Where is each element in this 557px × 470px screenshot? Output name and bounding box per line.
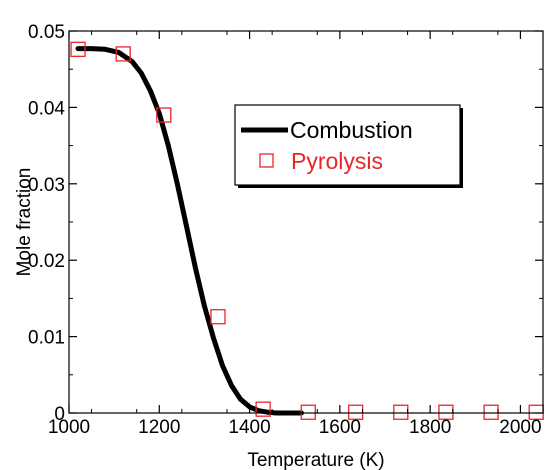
data-point-pyrolysis [483,404,499,420]
series-line-combustion [75,46,304,416]
legend-label-pyrolysis: Pyrolysis [291,148,383,174]
y-tick-label: 0.03 [28,175,65,196]
data-point-pyrolysis [156,107,172,123]
y-axis-label: Mole fraction [14,168,35,277]
x-tick-label: 1000 [48,417,90,438]
data-point-pyrolysis [393,404,409,420]
plot-frame [68,30,544,414]
y-tick-label: 0 [54,404,65,425]
y-tick-label: 0.05 [28,22,65,43]
y-tick-label: 0.01 [28,328,65,349]
legend-swatch-pyrolysis [259,153,274,168]
plot-content [70,41,544,420]
x-tick-label: 2000 [499,417,541,438]
x-tick-label: 1400 [228,417,270,438]
data-point-pyrolysis [255,401,271,417]
legend-label-combustion: Combustion [290,117,413,143]
data-point-pyrolysis [300,404,316,420]
legend: Combustion Pyrolysis [234,104,463,188]
data-point-pyrolysis [70,41,86,57]
x-tick-label: 1800 [409,417,451,438]
y-tick-label: 0.04 [28,98,65,119]
data-point-pyrolysis [115,46,131,62]
x-tick-label: 1600 [319,417,361,438]
y-tick-label: 0.02 [28,251,65,272]
x-axis-label: Temperature (K) [247,450,384,470]
axes-ticks: 1000 1200 1400 1600 1800 2000 0 0.01 0.02 0.03 0.0… [28,22,543,438]
x-tick-label: 1200 [138,417,180,438]
data-point-pyrolysis [210,309,226,325]
legend-box [234,104,461,186]
